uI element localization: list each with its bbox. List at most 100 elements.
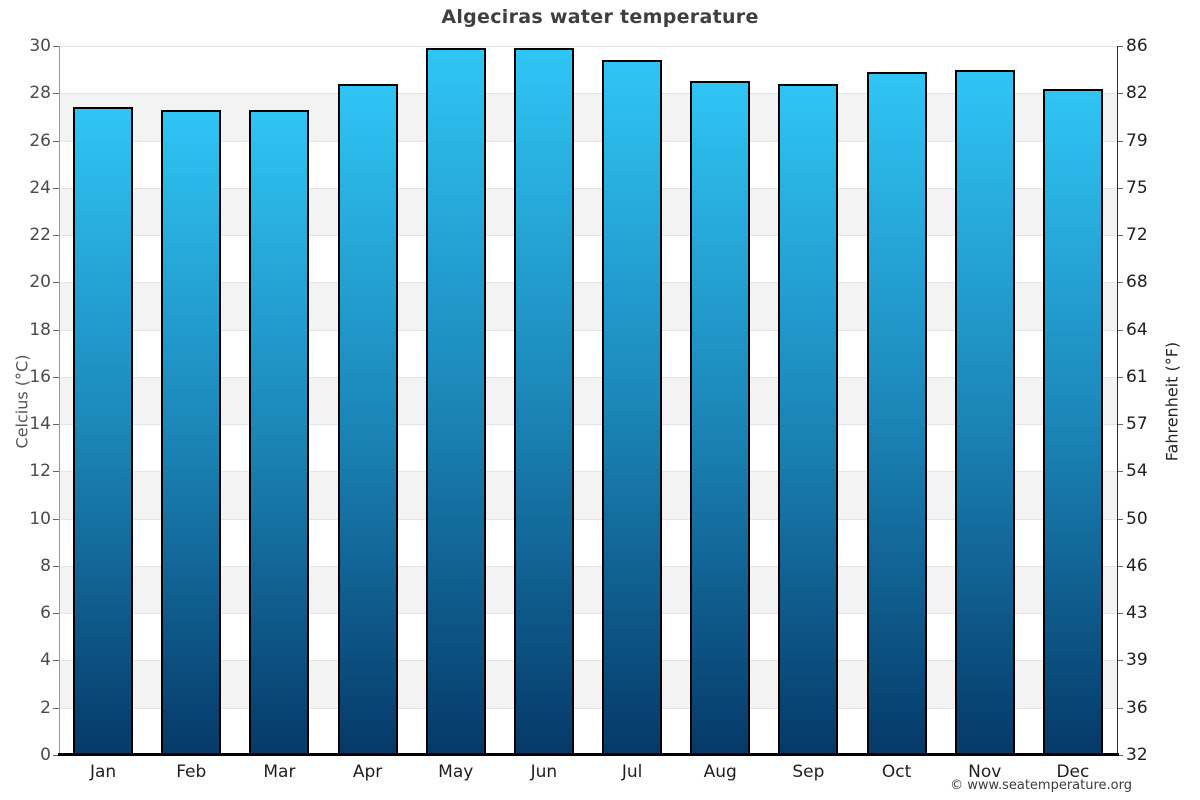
gridline	[59, 613, 1117, 615]
bar-aug	[690, 81, 751, 755]
fahrenheit-tick-label: 32	[1126, 745, 1148, 765]
celsius-tick-label: 4	[40, 650, 51, 671]
fahrenheit-tick-label: 36	[1126, 697, 1148, 718]
celsius-tick-label: 22	[29, 225, 51, 246]
fahrenheit-axis-title: Fahrenheit (°F)	[1162, 341, 1182, 462]
gridline	[59, 376, 1117, 378]
month-label-jul: Jul	[621, 762, 643, 782]
celsius-tick-label: 18	[29, 319, 51, 340]
month-label-nov: Nov	[968, 762, 1002, 782]
celsius-tick-mark	[53, 518, 59, 520]
celsius-tick-label: 10	[29, 508, 51, 529]
month-label-may: May	[438, 762, 474, 782]
month-label-oct: Oct	[881, 762, 912, 782]
fahrenheit-tick-label: 86	[1126, 36, 1148, 56]
gridline	[59, 282, 1117, 284]
month-label-mar: Mar	[263, 762, 296, 782]
gridline	[59, 471, 1117, 473]
fahrenheit-tick-mark	[1117, 755, 1123, 756]
bar-dec	[1042, 88, 1103, 755]
fahrenheit-tick-mark	[1117, 235, 1123, 237]
celsius-tick-label: 2	[40, 697, 51, 718]
plot-band	[60, 235, 1117, 283]
month-label-sep: Sep	[792, 762, 825, 782]
fahrenheit-tick-mark	[1117, 282, 1123, 284]
bar-nov	[954, 69, 1015, 755]
gridline	[59, 565, 1117, 567]
gridline	[59, 93, 1117, 95]
celsius-axis-title: Celcius (°C)	[12, 354, 32, 449]
celsius-tick-label: 24	[29, 177, 51, 198]
chart-title: Algeciras water temperature	[441, 6, 759, 28]
fahrenheit-tick-mark	[1117, 660, 1123, 662]
celsius-tick-mark	[53, 329, 59, 331]
fahrenheit-tick-label: 57	[1126, 414, 1148, 435]
celsius-tick-mark	[53, 140, 59, 142]
month-label-apr: Apr	[352, 762, 383, 782]
celsius-tick-mark	[53, 613, 59, 615]
bar-jul	[602, 60, 663, 755]
bar-mar	[249, 109, 310, 755]
fahrenheit-tick-label: 68	[1126, 272, 1148, 293]
fahrenheit-tick-mark	[1117, 613, 1123, 615]
plot-band	[60, 46, 1117, 94]
copyright-link[interactable]: © www.seatemperature.org	[950, 778, 1132, 793]
month-label-jan: Jan	[89, 762, 117, 782]
celsius-tick-mark	[53, 187, 59, 189]
bar-may	[425, 48, 486, 755]
celsius-tick-mark	[53, 93, 59, 95]
gridline	[59, 660, 1117, 662]
fahrenheit-tick-label: 46	[1126, 555, 1148, 576]
gridline	[59, 235, 1117, 237]
celsius-tick-label: 6	[40, 603, 51, 624]
fahrenheit-tick-mark	[1117, 93, 1123, 95]
bar-oct	[866, 71, 927, 755]
celsius-tick-label: 16	[29, 366, 51, 387]
celsius-tick-label: 30	[29, 36, 51, 56]
bar-jan	[73, 107, 134, 755]
plot-band	[60, 518, 1117, 566]
celsius-tick-mark	[53, 755, 59, 756]
gridline	[59, 46, 1117, 47]
fahrenheit-axis-line	[1117, 46, 1118, 755]
plot-band	[60, 471, 1117, 519]
bar-jun	[513, 48, 574, 755]
celsius-tick-mark	[53, 660, 59, 662]
fahrenheit-tick-mark	[1117, 376, 1123, 378]
fahrenheit-tick-label: 79	[1126, 130, 1148, 151]
celsius-tick-mark	[53, 376, 59, 378]
fahrenheit-tick-label: 75	[1126, 177, 1148, 198]
celsius-tick-mark	[53, 424, 59, 426]
fahrenheit-tick-label: 54	[1126, 461, 1148, 482]
x-axis-line	[58, 753, 1119, 756]
plot-band	[60, 140, 1117, 188]
fahrenheit-tick-label: 39	[1126, 650, 1148, 671]
fahrenheit-tick-mark	[1117, 518, 1123, 520]
plot-band	[60, 187, 1117, 236]
plot-band	[60, 660, 1117, 708]
gridline	[59, 187, 1117, 189]
plot-band	[60, 282, 1117, 330]
fahrenheit-tick-mark	[1117, 707, 1123, 709]
plot-band	[60, 565, 1117, 614]
gridline	[59, 329, 1117, 331]
bar-apr	[337, 83, 398, 755]
gridline	[59, 424, 1117, 426]
fahrenheit-tick-label: 72	[1126, 225, 1148, 246]
fahrenheit-tick-mark	[1117, 46, 1123, 47]
month-label-feb: Feb	[176, 762, 207, 782]
month-label-aug: Aug	[703, 762, 737, 782]
gridline	[59, 140, 1117, 142]
celsius-tick-label: 28	[29, 83, 51, 104]
celsius-tick-label: 0	[40, 745, 51, 765]
bar-feb	[161, 109, 222, 755]
fahrenheit-tick-label: 61	[1126, 366, 1148, 387]
month-label-dec: Dec	[1056, 762, 1090, 782]
plot-band	[60, 376, 1117, 425]
gridline	[59, 518, 1117, 520]
fahrenheit-tick-mark	[1117, 187, 1123, 189]
celsius-tick-mark	[53, 471, 59, 473]
fahrenheit-tick-label: 82	[1126, 83, 1148, 104]
fahrenheit-tick-mark	[1117, 471, 1123, 473]
